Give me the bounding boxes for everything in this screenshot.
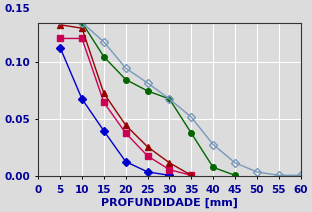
X-axis label: PROFUNDIDADE [mm]: PROFUNDIDADE [mm] xyxy=(101,198,238,208)
Text: 0.15: 0.15 xyxy=(4,4,30,14)
